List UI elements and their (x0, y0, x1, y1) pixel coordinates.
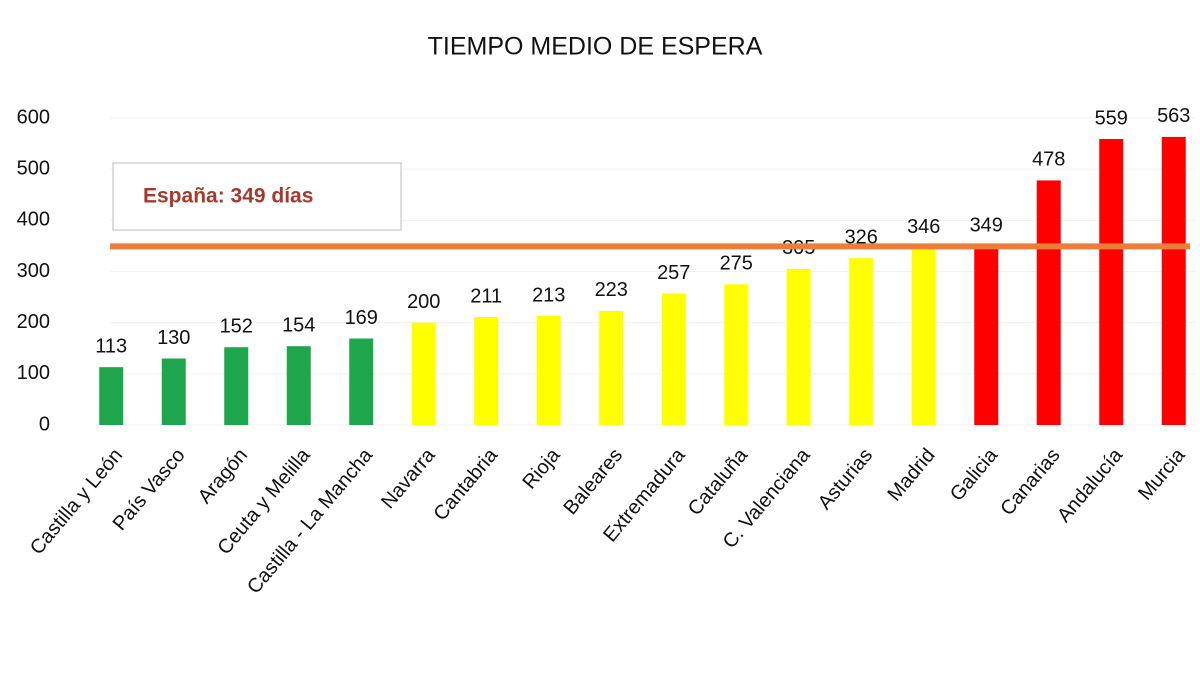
value-label: 130 (157, 327, 190, 349)
value-label: 169 (345, 307, 378, 329)
y-tick-label: 300 (17, 260, 50, 282)
bar (474, 317, 499, 425)
value-label: 200 (407, 291, 440, 313)
value-label: 154 (282, 314, 315, 336)
bar (161, 358, 186, 425)
bar (974, 246, 999, 425)
bar (286, 346, 311, 425)
value-label: 211 (470, 285, 502, 307)
value-label: 113 (95, 335, 127, 357)
bar (1099, 138, 1124, 425)
bar (411, 322, 436, 425)
value-label: 275 (720, 253, 753, 275)
value-label: 223 (595, 279, 628, 301)
bar (911, 247, 936, 425)
value-label: 478 (1032, 149, 1065, 171)
value-label: 563 (1157, 105, 1190, 127)
bar (849, 258, 874, 425)
bar (786, 268, 811, 425)
bar (349, 338, 374, 425)
bar (99, 367, 124, 425)
value-label: 346 (907, 216, 940, 238)
value-label: 257 (657, 262, 690, 284)
annotation-box (112, 162, 402, 231)
bar (724, 284, 749, 425)
bar (1036, 180, 1061, 425)
bar (224, 347, 249, 425)
y-tick-label: 400 (17, 209, 50, 231)
y-tick-label: 600 (17, 106, 50, 128)
value-label: 559 (1095, 107, 1128, 129)
value-label: 152 (220, 316, 253, 338)
value-label: 213 (532, 284, 565, 306)
bar (661, 293, 686, 425)
value-label: 349 (970, 215, 1003, 237)
y-tick-label: 200 (17, 311, 50, 333)
y-tick-label: 100 (17, 362, 50, 384)
bar (599, 310, 624, 425)
annotation-label: España: 349 días (143, 185, 313, 208)
y-tick-label: 0 (39, 413, 50, 435)
value-label: 326 (845, 226, 878, 248)
y-tick-label: 500 (17, 157, 50, 179)
bar (536, 316, 561, 425)
bar (1161, 136, 1186, 425)
chart-title: TIEMPO MEDIO DE ESPERA (428, 33, 763, 61)
